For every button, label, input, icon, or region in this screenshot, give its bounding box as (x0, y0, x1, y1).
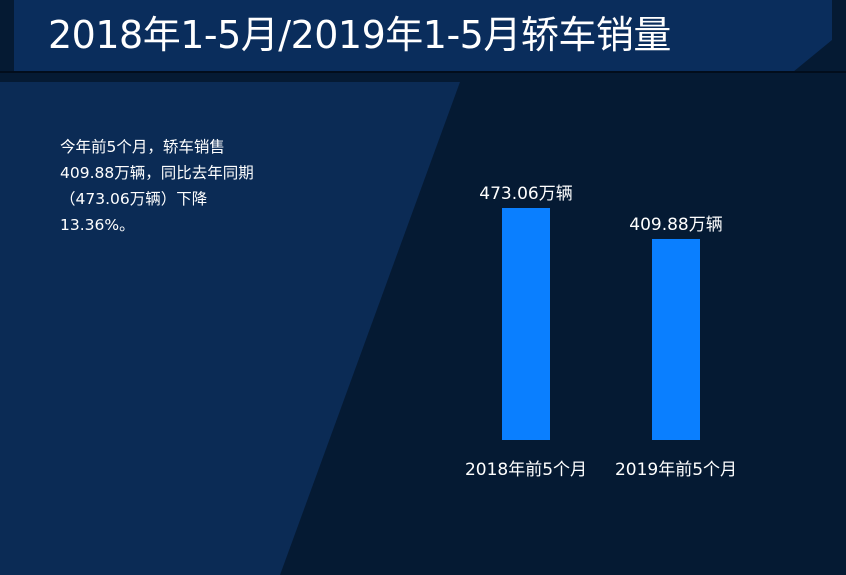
category-label: 2018年前5个月 (465, 460, 587, 480)
description-line: 今年前5个月，轿车销售 (60, 138, 225, 156)
description-text: 今年前5个月，轿车销售 409.88万辆，同比去年同期 （473.06万辆）下降… (60, 134, 320, 238)
bar-chart: 473.06万辆 2018年前5个月 409.88万辆 2019年前5个月 (465, 184, 737, 480)
description-line: 409.88万辆，同比去年同期 (60, 164, 254, 182)
title-bar-shape (14, 0, 832, 72)
bar-2 (652, 238, 700, 440)
page-title: 2018年1-5月/2019年1-5月轿车销量 (48, 13, 671, 57)
description-line: 13.36%。 (60, 216, 135, 234)
category-label: 2019年前5个月 (615, 460, 737, 480)
bar-1 (502, 208, 550, 440)
bar-value-label: 473.06万辆 (479, 184, 572, 204)
left-panel-shape (0, 82, 460, 575)
bar-value-label: 409.88万辆 (629, 215, 722, 235)
description-line: （473.06万辆）下降 (60, 190, 208, 208)
